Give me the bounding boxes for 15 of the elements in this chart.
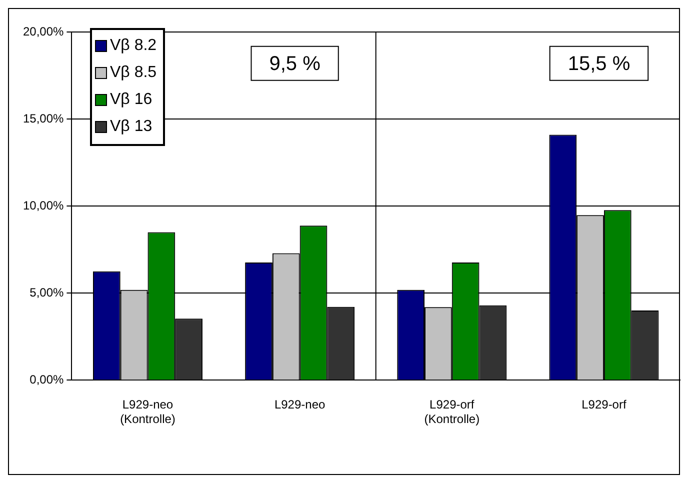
y-tick-label: 15,00% <box>22 111 64 126</box>
annotation: 9,5 % <box>269 52 321 75</box>
y-tick-label: 0,00% <box>30 372 64 387</box>
legend-label: Vβ 8.2 <box>110 36 157 56</box>
x-tick-label: L929-orf <box>582 398 627 412</box>
x-tick-label: L929-orf (Kontrolle) <box>424 398 480 426</box>
y-tick-label: 5,00% <box>30 285 64 300</box>
legend-label: Vβ 13 <box>110 117 152 137</box>
y-tick-label: 20,00% <box>22 24 64 38</box>
x-tick-label: L929-neo <box>274 398 326 412</box>
y-tick-label: 10,00% <box>22 198 64 212</box>
x-tick-label: L929-neo (Kontrolle) <box>120 398 176 426</box>
legend-label: Vβ 16 <box>110 90 152 110</box>
legend-label: Vβ 8.5 <box>110 63 157 83</box>
annotation: 15,5 % <box>568 52 630 75</box>
